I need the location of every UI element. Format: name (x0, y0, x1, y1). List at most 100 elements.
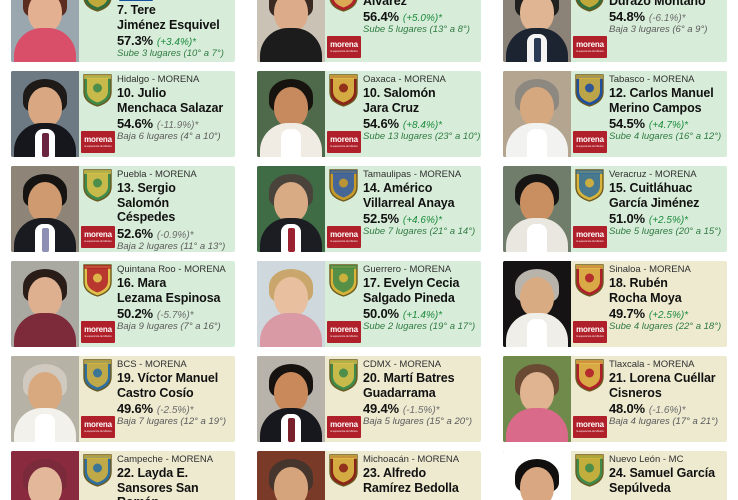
governor-card[interactable]: morena la esperanza de México Oaxaca - MOR… (257, 71, 481, 157)
party-logo-morena: morena la esperanza de México (81, 131, 115, 153)
governor-name-line2: Villarreal Anaya (363, 195, 455, 210)
party-logo-morena: morena la esperanza de México (81, 226, 115, 248)
rank-movement: Sube 13 lugares (23° a 10°) (363, 131, 481, 142)
governor-name-line1: 10. Julio (117, 86, 167, 100)
governor-card[interactable]: morena la esperanza de México BCS - MORENA… (11, 356, 235, 442)
governor-card[interactable]: morena la esperanza de México Tlaxcala - M… (503, 356, 727, 442)
approval-stat-line: 50.0% (+1.4%)* (363, 306, 477, 321)
state-coat-of-arms-icon (82, 453, 113, 487)
governor-card[interactable]: morena la esperanza de México Tamaulipas -… (257, 166, 481, 252)
party-logo-morena: morena la esperanza de México (81, 321, 115, 343)
approval-delta: (+2.5%)* (648, 215, 689, 226)
rank-movement: Baja 5 lugares (15° a 20°) (363, 416, 472, 427)
party-logo-pan: PAN (119, 0, 153, 1)
governor-name-line2: Ramírez Bedolla (363, 480, 459, 495)
approval-delta: (-0.9%)* (156, 229, 194, 241)
card-cell: morena la esperanza de México Puebla - MOR… (0, 162, 246, 257)
approval-delta: (-6.1%)* (648, 13, 686, 24)
governor-photo (503, 261, 571, 347)
party-logo-morena: morena la esperanza de México (327, 36, 361, 58)
governor-name-line1: 12. Carlos Manuel (609, 86, 714, 100)
governor-info: morena la esperanza de México Tamaulipas -… (325, 166, 481, 252)
rank-movement: Sube 5 lugares (20° a 15°) (609, 226, 722, 237)
governor-name-line1: 10. Salomón (363, 86, 436, 100)
state-coat-of-arms-icon (328, 73, 359, 107)
approval-delta: (-2.5%)* (156, 405, 194, 416)
state-party-label: Oaxaca - MORENA (363, 74, 446, 85)
card-cell: morena la esperanza de México Quintana Roo… (0, 257, 246, 352)
approval-percentage: 48.0% (609, 401, 645, 416)
governor-name-line1: 7. Tere (117, 3, 156, 17)
governor-name-line2: Jiménez Esquivel (117, 17, 220, 32)
governor-photo (11, 451, 79, 500)
governor-card[interactable]: morena la esperanza de México Puebla - MOR… (11, 166, 235, 252)
governor-name-line1: 17. Evelyn Cecia (363, 276, 460, 290)
approval-stat-line: 50.2% (-5.7%)* (117, 306, 231, 321)
governor-name-line2: Lezama Espinosa (117, 290, 221, 305)
governor-card[interactable]: morena la esperanza de México Sinaloa - MO… (503, 261, 727, 347)
governor-info: morena la esperanza de México Oaxaca - MOR… (325, 71, 481, 157)
state-party-label: BCS - MORENA (117, 359, 187, 370)
governor-info: morena la esperanza de México Puebla - MOR… (79, 166, 235, 252)
governor-photo (257, 166, 325, 252)
governor-photo (11, 0, 79, 62)
approval-stat-line: 51.0% (+2.5%)* (609, 211, 723, 226)
state-coat-of-arms-icon (574, 263, 605, 297)
approval-percentage: 54.8% (609, 9, 645, 24)
approval-delta: (-1.6%)* (648, 405, 686, 416)
card-row: morena la esperanza de México Puebla - MOR… (0, 162, 738, 257)
card-cell: morena la esperanza de México Sinaloa - MO… (492, 257, 738, 352)
state-coat-of-arms-icon (328, 453, 359, 487)
approval-stat-line: 56.4% (+5.0%)* (363, 9, 477, 24)
party-logo-morena: morena la esperanza de México (81, 416, 115, 438)
governor-info: morena la esperanza de México Quintana Roo… (79, 261, 235, 347)
approval-percentage: 54.5% (609, 116, 645, 131)
governor-name-line1: 21. Lorena Cuéllar (609, 371, 716, 385)
governor-card[interactable]: morena la esperanza de México Hidalgo - MO… (11, 71, 235, 157)
state-coat-of-arms-icon (82, 0, 113, 12)
party-logo-morena: morena la esperanza de México (573, 416, 607, 438)
approval-stat-line: 48.0% (-1.6%)* (609, 401, 723, 416)
governor-card[interactable]: morena la esperanza de México Tabasco - MO… (503, 71, 727, 157)
approval-stat-line: 52.5% (+4.6%)* (363, 211, 477, 226)
governor-info: morena la esperanza de México Guerrero - M… (325, 261, 481, 347)
governor-name-line2: Guadarrama (363, 385, 436, 400)
party-logo-morena: morena la esperanza de México (327, 131, 361, 153)
governor-card[interactable]: morena la esperanza de México Quintana Roo… (11, 261, 235, 347)
state-coat-of-arms-icon (82, 168, 113, 202)
approval-delta: (+4.7%)* (648, 120, 689, 131)
card-cell: morena la esperanza de México Tlaxcala - M… (492, 352, 738, 447)
party-logo-morena: morena la esperanza de México (327, 321, 361, 343)
governor-name-line1: 20. Martí Batres (363, 371, 455, 385)
state-party-label: Michoacán - MORENA (363, 454, 460, 465)
governor-photo (257, 71, 325, 157)
governor-card[interactable]: morena la esperanza de México Veracruz - M… (503, 166, 727, 252)
approval-stat-line: 54.5% (+4.7%)* (609, 116, 723, 131)
governor-card[interactable]: morena la esperanza de México Guerrero - M… (257, 261, 481, 347)
approval-percentage: 49.7% (609, 306, 645, 321)
approval-stat-line: 49.6% (-2.5%)* (117, 401, 231, 416)
approval-percentage: 52.5% (363, 211, 399, 226)
approval-delta: (+4.6%)* (402, 215, 443, 226)
governor-name-line1: 15. Cuitláhuac (609, 181, 693, 195)
approval-percentage: 57.3% (117, 33, 153, 48)
card-cell: morena la esperanza de México Tamaulipas -… (246, 162, 492, 257)
approval-stat-line: 57.3% (+3.4%)* (117, 33, 231, 48)
governor-name-line2: Jara Cruz (363, 100, 420, 115)
rank-movement: Sube 4 lugares (22° a 18°) (609, 321, 722, 332)
rank-movement: Baja 7 lugares (12° a 19°) (117, 416, 226, 427)
governor-card[interactable]: morena la esperanza de México CDMX - MOREN… (257, 356, 481, 442)
